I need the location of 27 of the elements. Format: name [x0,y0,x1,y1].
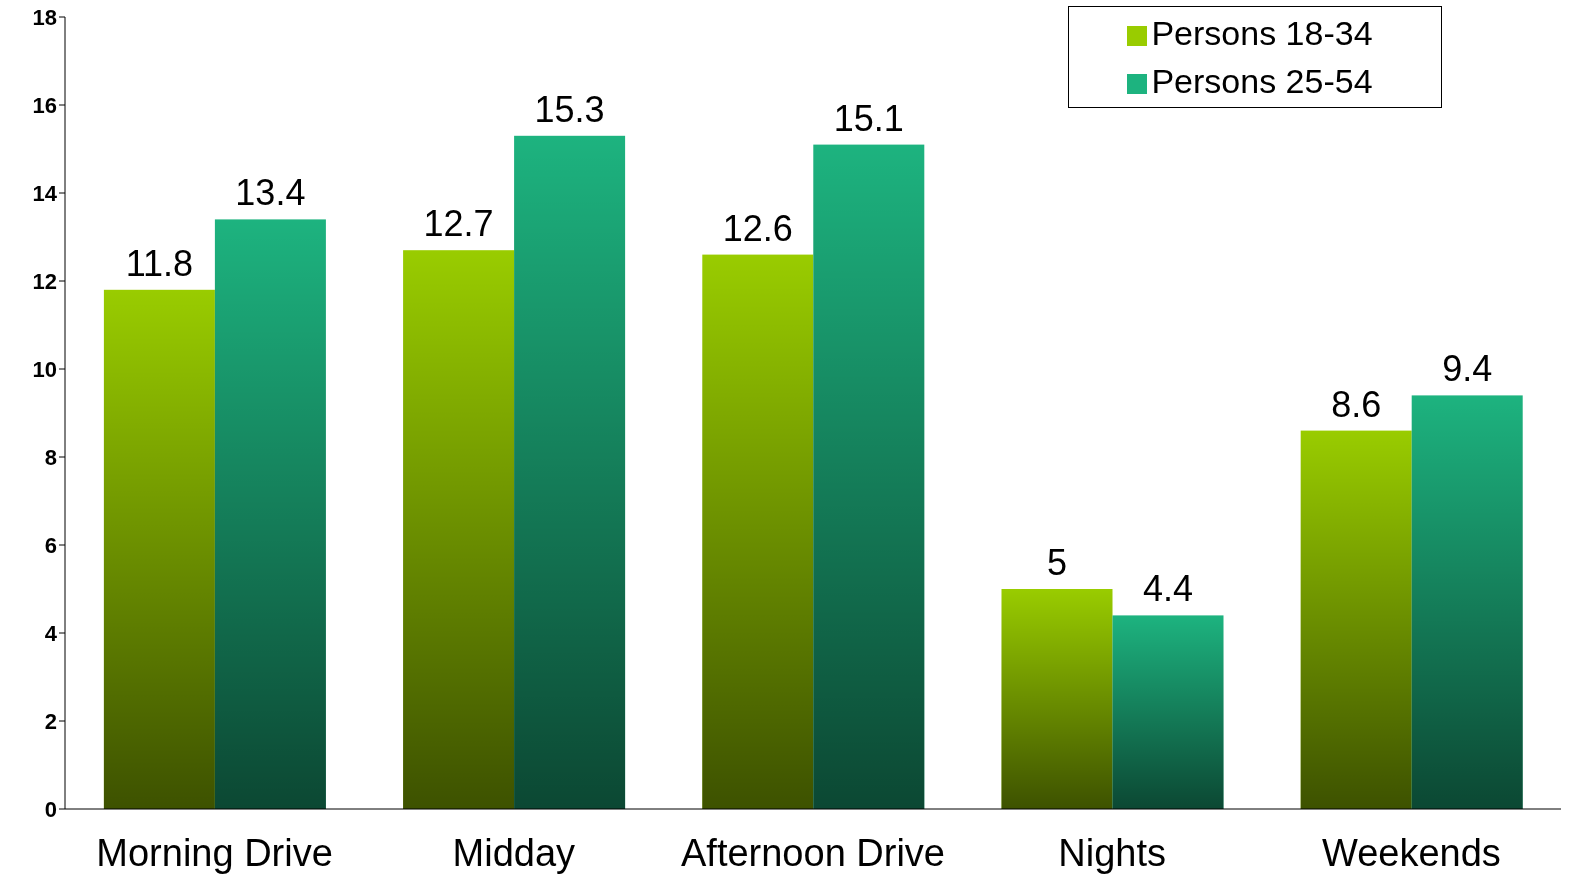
x-tick-label: Nights [1058,831,1167,874]
data-label: 13.4 [235,172,306,214]
data-label: 9.4 [1442,348,1493,390]
x-tick-label: Weekends [1321,831,1501,874]
x-tick-label: Afternoon Drive [680,831,946,874]
y-tick-label: 6 [44,532,57,558]
y-tick-label: 10 [32,356,57,382]
data-label: 5 [1046,542,1068,583]
y-tick-label: 16 [32,92,57,118]
legend-label: Persons 25-54 [1151,62,1373,100]
y-tick-label: 14 [32,180,58,206]
y-tick-label: 18 [32,4,57,30]
y-tick-label: 0 [44,796,57,822]
x-tick-label: Midday [452,831,576,874]
y-tick-label: 2 [44,708,57,734]
data-label: 12.6 [722,207,793,249]
legend-label: Persons 18-34 [1151,14,1373,52]
data-label: 4.4 [1142,568,1194,610]
data-label: 15.3 [534,88,605,130]
data-label: 11.8 [125,242,194,284]
data-label: 8.6 [1331,383,1382,425]
data-label: 15.1 [833,97,904,139]
y-tick-label: 12 [32,268,57,294]
y-tick-label: 8 [44,444,57,470]
data-label: 12.7 [423,203,494,245]
y-tick-label: 4 [44,620,58,646]
x-tick-label: Morning Drive [96,831,333,874]
